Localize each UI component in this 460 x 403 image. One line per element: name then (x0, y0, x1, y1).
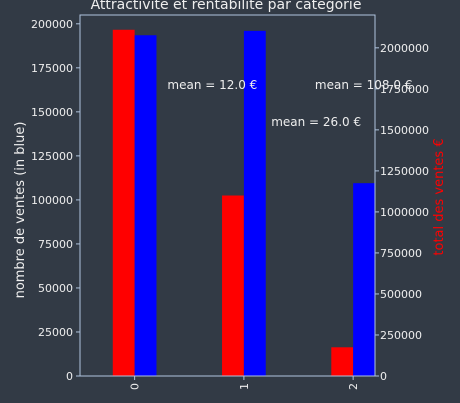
right-axis-label: total des ventes € (432, 138, 447, 255)
right-tick-label: 2000000 (380, 42, 429, 55)
x-tick-label: 1 (238, 383, 251, 390)
right-tick-label: 0 (380, 370, 387, 383)
left-tick-label: 50000 (38, 282, 73, 295)
right-tick-label: 1000000 (380, 206, 429, 219)
bar-blue-0 (134, 35, 157, 376)
left-tick-label: 175000 (31, 62, 73, 75)
left-axis-label: nombre de ventes (in blue) (13, 122, 28, 299)
right-tick-label: 750000 (380, 247, 422, 260)
chart-title: Attractivité et rentabilité par catégori… (91, 0, 362, 13)
bar-red-1 (222, 195, 244, 376)
bar-red-2 (331, 347, 354, 376)
plot-area: 0250005000075000100000125000150000175000… (31, 14, 429, 390)
plot-frame (79, 14, 376, 377)
bar-blue-1 (243, 30, 266, 376)
right-tick-label: 1250000 (380, 165, 429, 178)
bar-blue-2 (353, 183, 375, 376)
bar-red-0 (112, 29, 135, 376)
left-tick-label: 75000 (38, 238, 73, 251)
x-tick-label: 2 (347, 383, 360, 390)
left-tick-label: 100000 (31, 194, 73, 207)
mean-annotation: mean = 108.0 € (315, 78, 413, 92)
right-tick-label: 1750000 (380, 83, 429, 96)
left-tick-label: 25000 (38, 326, 73, 339)
left-tick-label: 150000 (31, 106, 73, 119)
right-tick-label: 1500000 (380, 124, 429, 137)
left-tick-label: 125000 (31, 150, 73, 163)
right-tick-label: 250000 (380, 329, 422, 342)
x-tick-label: 0 (129, 383, 142, 390)
mean-annotation: mean = 26.0 € (271, 115, 361, 129)
left-tick-label: 200000 (31, 18, 73, 31)
left-tick-label: 0 (66, 370, 73, 383)
right-tick-label: 500000 (380, 288, 422, 301)
mean-annotation: mean = 12.0 € (167, 78, 257, 92)
